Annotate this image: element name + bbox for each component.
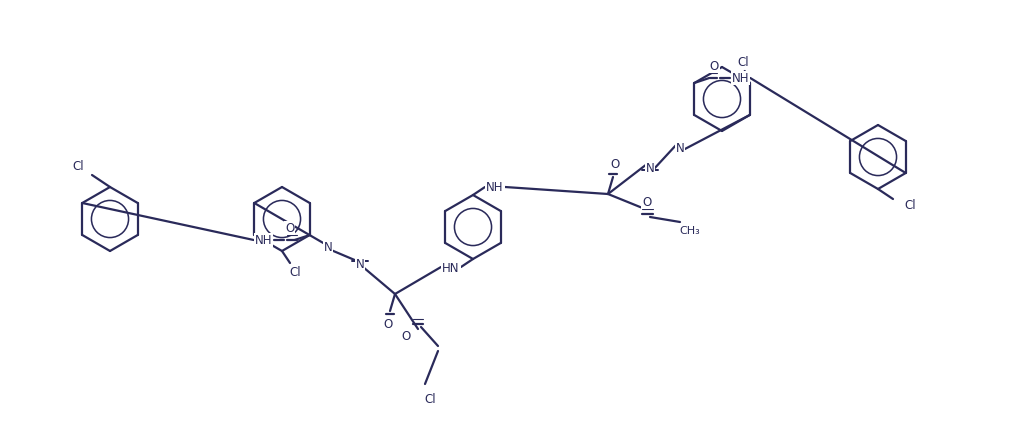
Text: Cl: Cl: [424, 393, 436, 405]
Text: NH: NH: [732, 72, 749, 85]
Text: Cl: Cl: [737, 56, 748, 69]
Text: O: O: [610, 158, 619, 171]
Text: CH₃: CH₃: [679, 226, 701, 236]
Text: O: O: [401, 330, 411, 343]
Text: NH: NH: [255, 234, 273, 247]
Text: O: O: [710, 60, 719, 73]
Text: NH: NH: [487, 181, 504, 194]
Text: O: O: [642, 196, 651, 209]
Text: Cl: Cl: [72, 159, 83, 172]
Text: N: N: [645, 161, 654, 174]
Text: N: N: [324, 241, 332, 254]
Text: N: N: [676, 141, 684, 154]
Text: Cl: Cl: [904, 199, 916, 212]
Text: N: N: [356, 258, 364, 271]
Text: O: O: [384, 318, 393, 331]
Text: HN: HN: [442, 261, 460, 274]
Text: Cl: Cl: [289, 266, 300, 279]
Text: O: O: [285, 222, 294, 235]
